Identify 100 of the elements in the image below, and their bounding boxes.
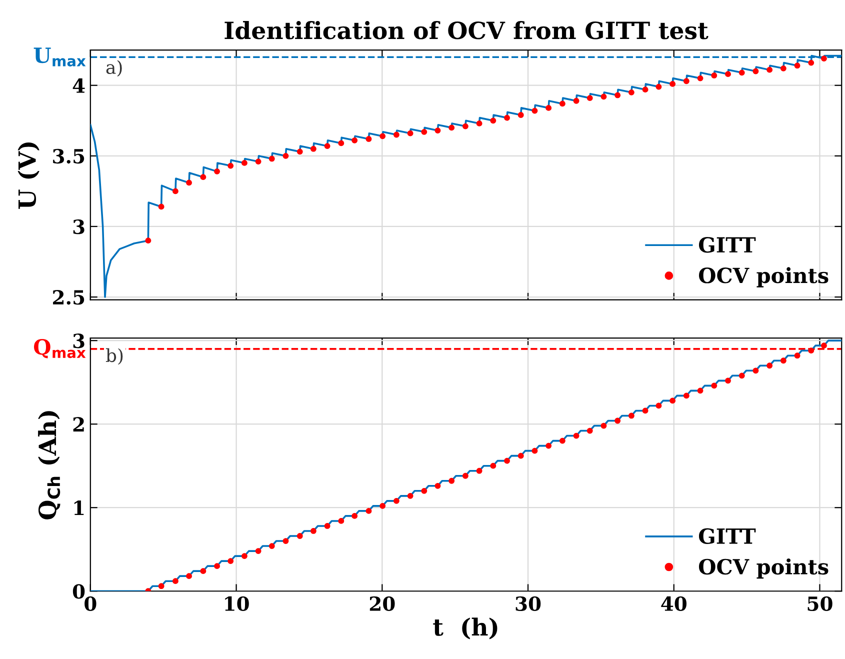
point: [711, 72, 718, 78]
point: [766, 66, 773, 73]
x-tick-label: 50: [808, 596, 832, 612]
x-tick-label: 30: [516, 596, 541, 612]
point: [158, 583, 164, 590]
y-tick-label: 3: [73, 219, 84, 234]
point: [656, 402, 662, 409]
x-tick-label: 20: [370, 596, 395, 612]
point: [780, 65, 786, 72]
point: [752, 68, 759, 74]
point: [242, 553, 248, 559]
point: [462, 123, 468, 130]
point: [462, 472, 468, 479]
point: [546, 104, 552, 111]
point: [214, 563, 220, 570]
point: [794, 352, 800, 359]
point: [808, 60, 814, 66]
point: [794, 62, 800, 69]
point: [476, 468, 482, 474]
point: [200, 568, 206, 574]
x-tick-label: 10: [225, 596, 249, 612]
point: [670, 398, 676, 404]
legend-label: GITT: [698, 236, 756, 253]
point: [821, 56, 827, 62]
point: [738, 70, 745, 76]
ref-line-label: U$_{max}$: [34, 48, 86, 66]
x-tick-label: 40: [661, 596, 686, 612]
point: [214, 168, 220, 174]
point: [518, 452, 524, 459]
point: [380, 502, 386, 509]
point: [600, 422, 607, 429]
point: [752, 368, 759, 374]
point: [476, 120, 482, 126]
point: [158, 204, 164, 210]
point: [268, 543, 275, 549]
point: [268, 156, 275, 162]
legend-label: OCV points: [698, 267, 828, 288]
line-series: [90, 340, 842, 592]
point: [586, 428, 593, 434]
point: [628, 412, 634, 419]
y-axis-title: U (V): [18, 142, 40, 209]
point: [586, 95, 593, 102]
point: [532, 108, 538, 114]
point: [573, 432, 580, 439]
point: [670, 81, 676, 87]
point: [532, 448, 538, 454]
x-axis-title: t (h): [433, 618, 498, 640]
point: [324, 523, 330, 529]
point: [821, 342, 827, 349]
y-tick-label: 2: [73, 417, 84, 432]
point: [282, 538, 289, 544]
point: [324, 143, 330, 149]
point: [600, 94, 607, 100]
y-tick-label: 3.5: [53, 148, 84, 164]
point: [242, 160, 248, 166]
legend-label: OCV points: [698, 558, 828, 579]
point: [407, 130, 414, 136]
point: [255, 548, 262, 554]
point: [725, 71, 731, 78]
point: [490, 462, 496, 469]
point: [352, 513, 358, 519]
point: [697, 388, 704, 394]
point: [393, 132, 400, 138]
point: [656, 84, 662, 90]
point: [228, 162, 234, 169]
point: [683, 78, 690, 84]
point: [546, 442, 552, 449]
point: [711, 382, 718, 389]
point: [448, 478, 455, 484]
point: [380, 133, 386, 140]
y-tick-label: 2.5: [53, 290, 84, 305]
point: [434, 482, 441, 489]
point: [366, 508, 372, 514]
point: [393, 498, 400, 504]
point: [172, 578, 178, 584]
point: [421, 128, 428, 135]
point: [421, 488, 428, 494]
point: [434, 128, 441, 134]
point: [642, 408, 648, 414]
point: [338, 140, 344, 146]
point: [573, 98, 580, 104]
point: [282, 152, 289, 159]
point: [490, 118, 496, 124]
point: [559, 438, 566, 444]
legend-label: GITT: [698, 528, 756, 544]
point: [697, 75, 704, 82]
point: [407, 492, 414, 499]
point: [338, 518, 344, 524]
point: [366, 136, 372, 142]
y-tick-label: 3: [73, 334, 84, 348]
y-tick-label: 1: [74, 500, 84, 515]
annotation: a): [106, 60, 122, 77]
point: [642, 86, 648, 93]
point: [614, 418, 621, 424]
point: [172, 188, 178, 194]
point: [228, 558, 234, 564]
point: [310, 146, 316, 152]
point: [186, 573, 192, 580]
annotation: b): [106, 348, 123, 365]
point: [448, 124, 455, 131]
